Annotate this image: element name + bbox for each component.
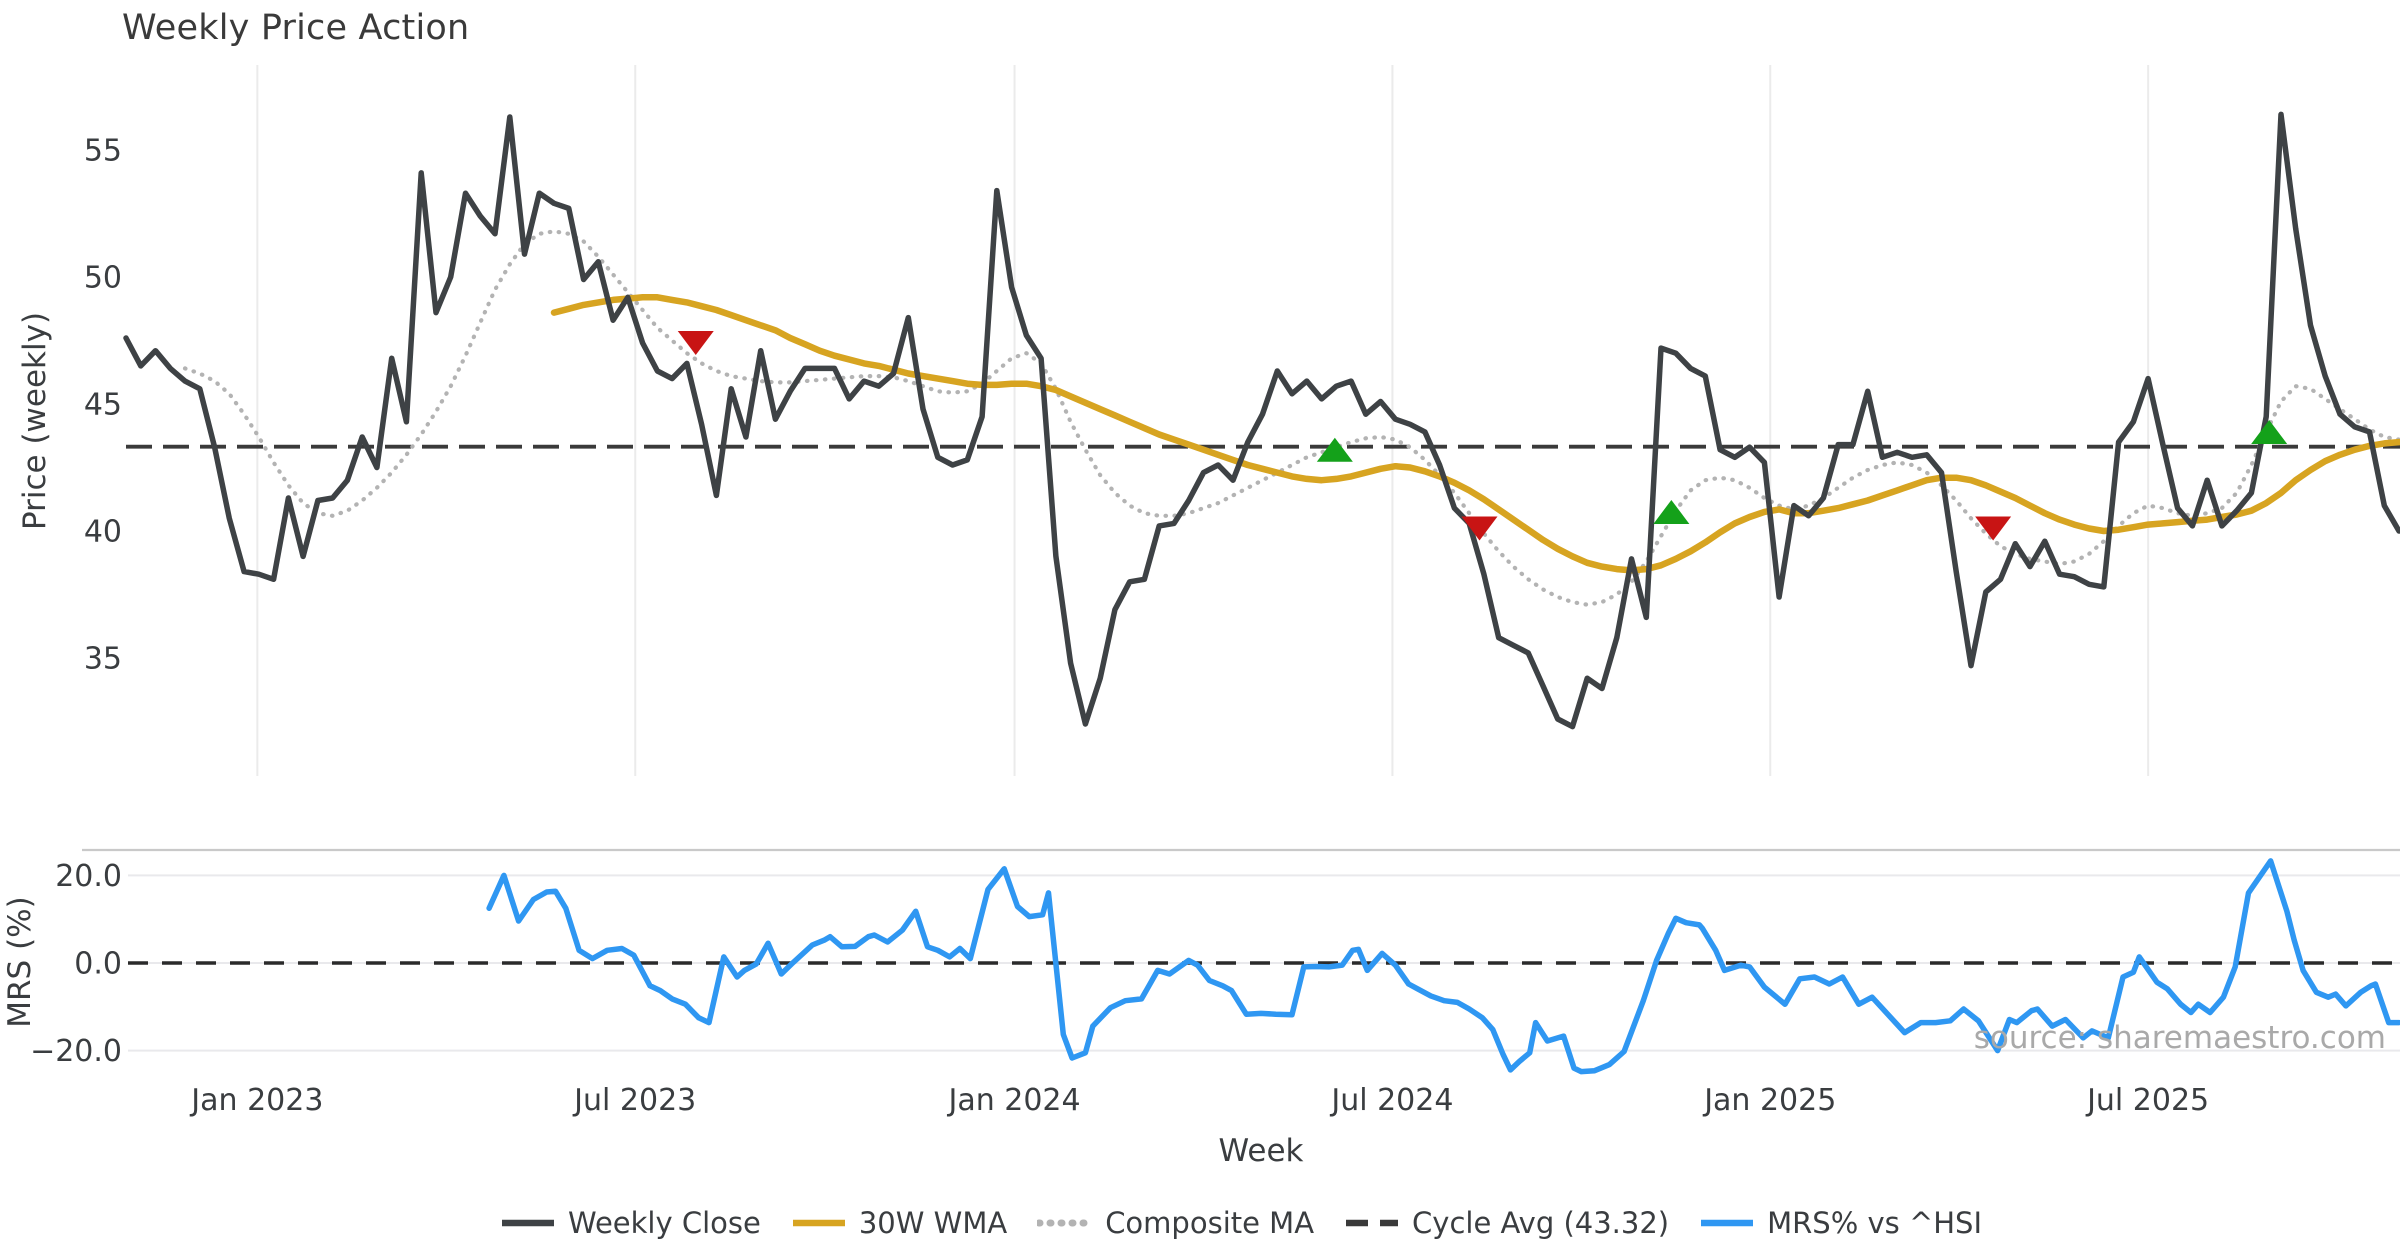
svg-text:MRS (%): MRS (%) [2, 896, 38, 1027]
legend-item-30w-wma: 30W WMA [791, 1206, 1007, 1240]
legend-label: 30W WMA [858, 1206, 1008, 1240]
solid-line-swatch-icon [1701, 1219, 1754, 1227]
legend: Weekly Close 30W WMA Composite MA Cycle … [82, 1206, 2400, 1240]
dashed-line-swatch-icon [1346, 1219, 1399, 1227]
sell-signal-icon [1461, 516, 1498, 541]
legend-label: Cycle Avg (43.32) [1412, 1206, 1670, 1240]
legend-item-weekly-close: Weekly Close [500, 1206, 761, 1240]
x-axis-label: Week [1218, 1133, 1304, 1169]
svg-text:55: 55 [84, 134, 122, 169]
legend-label: Weekly Close [567, 1206, 761, 1240]
buy-signal-icon [2251, 419, 2288, 444]
svg-text:Jan 2024: Jan 2024 [946, 1083, 1080, 1118]
svg-text:Jul 2023: Jul 2023 [572, 1083, 696, 1118]
legend-label: MRS% vs ^HSI [1767, 1206, 1983, 1240]
svg-text:Jan 2025: Jan 2025 [1702, 1083, 1836, 1118]
sell-signal-icon [1975, 516, 2012, 541]
legend-item-mrs: MRS% vs ^HSI [1699, 1206, 1982, 1240]
legend-item-cycle-avg: Cycle Avg (43.32) [1344, 1206, 1669, 1240]
legend-label: Composite MA [1105, 1206, 1315, 1240]
svg-text:−20.0: −20.0 [30, 1034, 122, 1069]
dotted-line-swatch-icon [1037, 1219, 1094, 1227]
svg-text:40: 40 [84, 515, 122, 550]
chart-title: Weekly Price Action [122, 8, 470, 48]
svg-text:Jul 2024: Jul 2024 [1329, 1083, 1453, 1118]
solid-line-swatch-icon [792, 1219, 845, 1227]
sell-signal-icon [677, 331, 714, 356]
svg-text:Jul 2025: Jul 2025 [2085, 1083, 2209, 1118]
svg-text:50: 50 [84, 261, 122, 296]
svg-text:45: 45 [84, 388, 122, 423]
buy-signal-icon [1653, 499, 1690, 524]
svg-text:Jan 2023: Jan 2023 [189, 1083, 323, 1118]
svg-text:Price (weekly): Price (weekly) [17, 312, 53, 530]
solid-line-swatch-icon [501, 1219, 554, 1227]
svg-text:35: 35 [84, 642, 122, 677]
legend-item-composite-ma: Composite MA [1037, 1206, 1314, 1240]
svg-text:0.0: 0.0 [74, 947, 122, 982]
buy-signal-icon [1316, 437, 1353, 462]
svg-text:20.0: 20.0 [55, 859, 122, 894]
watermark: source: sharemaestro.com [1973, 1020, 2386, 1056]
